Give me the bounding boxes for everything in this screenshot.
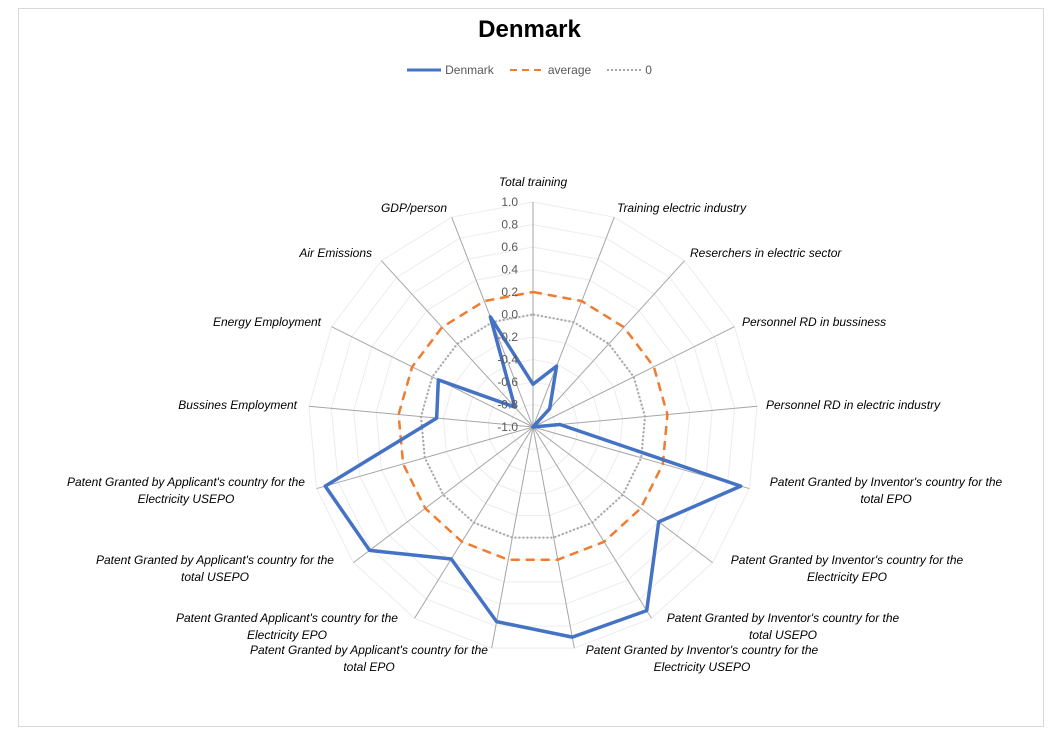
- tick-label: -0.6: [497, 375, 518, 389]
- tick-label: -1.0: [497, 420, 518, 434]
- tick-label: 0.4: [501, 263, 518, 277]
- category-label: Energy Employment: [213, 315, 322, 329]
- series-line-average: [397, 290, 669, 561]
- spoke-line: [331, 326, 534, 428]
- legend-swatch-average: [509, 69, 544, 71]
- spoke-line: [532, 260, 685, 428]
- radar-category-labels: Total training Training electric industry…: [67, 175, 1003, 674]
- tick-label: -0.8: [497, 398, 518, 412]
- tick-label: 0.2: [501, 285, 518, 299]
- category-label: Training electric industry: [617, 201, 747, 215]
- grid-ring: [487, 381, 579, 472]
- series-line-denmark: [323, 315, 743, 639]
- category-label: Total training: [499, 175, 568, 189]
- grid-ring: [510, 403, 556, 450]
- legend-swatch-zero: [607, 69, 642, 71]
- chart-frame: [18, 8, 1044, 727]
- spoke-line: [532, 426, 575, 649]
- series-line-zero: [419, 313, 647, 539]
- category-label: Patent Granted by Inventor's country for…: [770, 475, 1003, 506]
- legend-label-average: average: [547, 63, 592, 77]
- legend-swatch-denmark: [407, 68, 442, 72]
- legend-item-zero: 0: [607, 63, 652, 77]
- grid-ring: [375, 268, 691, 583]
- category-label: Patent Granted by Applicant's country fo…: [67, 475, 305, 506]
- grid-ring: [330, 223, 736, 627]
- category-label: Patent Granted by Inventor's country for…: [586, 643, 819, 674]
- category-label: Patent Granted by Applicant's country fo…: [96, 553, 334, 584]
- chart-title: Denmark: [478, 16, 581, 43]
- tick-label: 0.8: [501, 218, 518, 232]
- category-label: Air Emissions: [298, 246, 372, 260]
- legend-item-average: average: [509, 63, 592, 77]
- legend-label-denmark: Denmark: [445, 63, 494, 77]
- category-label: Patent Granted by Applicant's country fo…: [250, 643, 488, 674]
- legend: Denmark average 0: [0, 63, 1059, 77]
- legend-label-zero: 0: [645, 63, 652, 77]
- radar-series: [323, 290, 743, 639]
- legend-item-denmark: Denmark: [407, 63, 494, 77]
- category-label: Personnel RD in bussiness: [742, 315, 886, 329]
- category-label: Patent Granted by Inventor's country for…: [731, 553, 964, 584]
- tick-label: -0.2: [497, 330, 518, 344]
- tick-label: 0.0: [501, 308, 518, 322]
- spoke-line: [353, 426, 534, 563]
- category-label: Personnel RD in electric industry: [766, 398, 941, 412]
- radar-tick-labels: 1.0 0.8 0.6 0.4 0.2 0.0 -0.2 -0.4 -0.6 -0.8 -1.0: [497, 195, 518, 434]
- grid-ring: [308, 201, 758, 649]
- tick-label: 1.0: [501, 195, 518, 209]
- tick-label: 0.6: [501, 240, 518, 254]
- grid-ring: [353, 246, 713, 605]
- category-label: GDP/person: [381, 201, 447, 215]
- category-label: Patent Granted Applicant's country for t…: [176, 611, 398, 642]
- category-label: Patent Granted by Inventor's country for…: [667, 611, 900, 642]
- grid-ring: [442, 336, 624, 516]
- category-label: Bussines Employment: [178, 398, 297, 412]
- category-label: Reserchers in electric sector: [690, 246, 842, 260]
- tick-label: -0.4: [497, 353, 518, 367]
